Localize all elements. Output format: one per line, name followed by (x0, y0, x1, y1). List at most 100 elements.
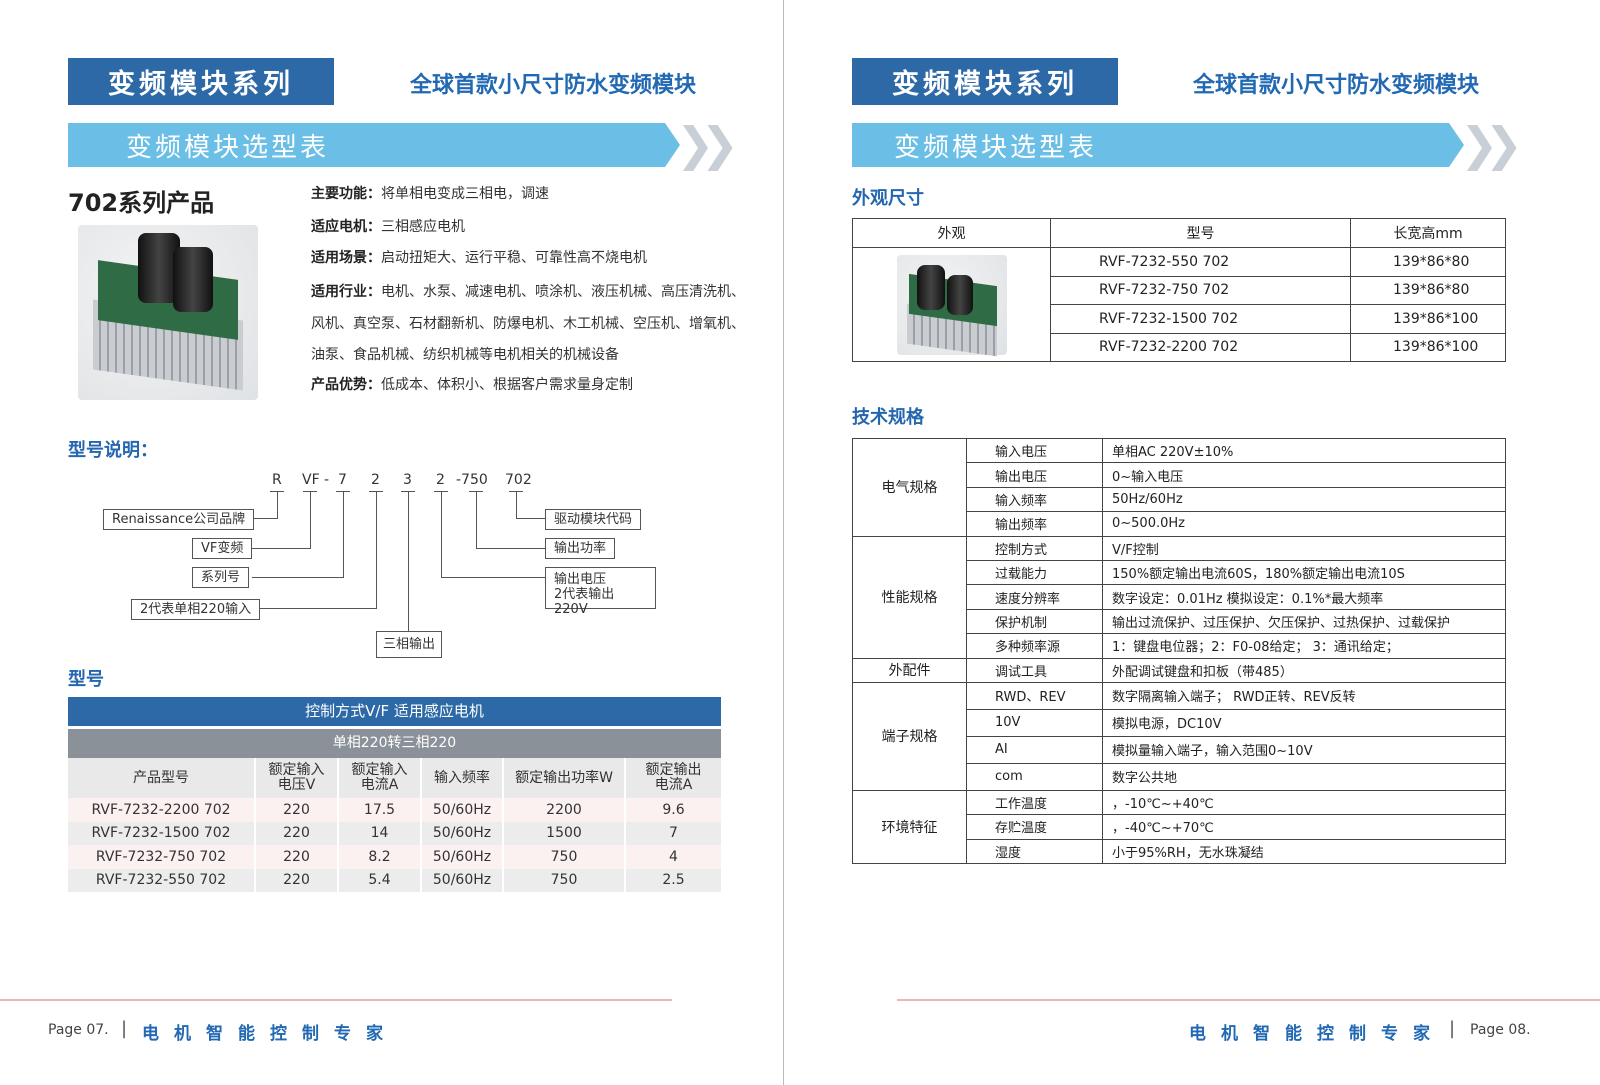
feature-item: 主要功能：将单相电变成三相电，调速 (311, 186, 549, 202)
spec-row: 外配件 调试工具 外配调试键盘和扣板（带485） (852, 657, 1506, 683)
model-table-columns: 产品型号 额定输入 电压V 额定输入 电流A 输入频率 额定输出功率W 额定输出 电流A (68, 758, 721, 798)
table-cell: 14 (338, 821, 422, 845)
column-header: 输入频率 (421, 758, 504, 798)
spec-name: 湿度 (966, 838, 1103, 865)
spec-name: 速度分辨率 (966, 584, 1103, 610)
spec-value: ，-10℃~+40℃ (1102, 789, 1506, 816)
table-cell: 50/60Hz (421, 821, 504, 845)
model-table-subheader: 单相220转三相220 (68, 729, 721, 758)
section-banner: 变频模块选型表 (68, 123, 680, 167)
column-header: 额定输入 电压V (255, 758, 339, 798)
code-label-series: 系列号 (192, 567, 250, 588)
code-char: 3 (403, 472, 412, 488)
spec-group: 外配件 (852, 657, 967, 683)
spec-value: 小于95%RH，无水珠凝结 (1102, 838, 1506, 865)
size-cell: 139*86*80 (1350, 275, 1506, 305)
spec-name: 多种频率源 (966, 633, 1103, 659)
table-cell: 220 (255, 845, 339, 869)
code-label-brand: Renaissance公司品牌 (103, 509, 255, 530)
table-row: RVF-7232-550 702 220 5.4 50/60Hz 750 2.5 (68, 868, 721, 892)
code-char: 2 (371, 472, 380, 488)
table-cell: 17.5 (338, 798, 422, 822)
code-char: VF (302, 472, 320, 488)
table-cell: RVF-7232-1500 702 (68, 821, 256, 845)
spec-row: 性能规格 控制方式 V/F控制 (852, 535, 1506, 659)
spec-name: 过载能力 (966, 559, 1103, 586)
spec-name: 保护机制 (966, 608, 1103, 635)
product-title: 702系列产品 (68, 189, 215, 217)
code-label-vf: VF变频 (192, 538, 253, 559)
footer-separator: | (1449, 1018, 1456, 1039)
model-table: 控制方式V/F 适用感应电机 单相220转三相220 产品型号 额定输入 电压V 额… (68, 697, 721, 892)
spec-group: 环境特征 (852, 789, 967, 865)
spec-name: com (966, 762, 1103, 791)
spec-name: 控制方式 (966, 535, 1103, 561)
spec-title: 技术规格 (852, 407, 924, 428)
spec-value: 输出过流保护、过压保护、欠压保护、过热保护、过载保护 (1102, 608, 1506, 635)
dimensions-title: 外观尺寸 (852, 188, 924, 209)
model-cell: RVF-7232-1500 702 (1050, 304, 1351, 334)
spec-row: 端子规格 RWD、REV 数字隔离输入端子； RWD正转、REV反转 (852, 681, 1506, 791)
table-cell: RVF-7232-550 702 (68, 868, 256, 892)
series-title: 变频模块系列 (68, 58, 334, 105)
spec-table: 电气规格 输入电压 单相AC 220V±10% 输出电压 0~输入电压 输入频率 50Hz/… (852, 437, 1506, 865)
spec-group: 电气规格 (852, 438, 967, 537)
spec-value: 单相AC 220V±10% (1102, 437, 1506, 464)
table-cell: 50/60Hz (421, 868, 504, 892)
column-header: 产品型号 (68, 758, 256, 798)
spec-row: 湿度 小于95%RH，无水珠凝结 (853, 838, 1506, 865)
spec-row: 保护机制 输出过流保护、过压保护、欠压保护、过热保护、过载保护 (853, 608, 1506, 635)
spec-name: 输出电压 (966, 462, 1103, 488)
spec-value: 0~500.0Hz (1102, 511, 1506, 537)
spec-row: 存贮温度 ，-40℃~+70℃ (853, 814, 1506, 840)
slogan: 全球首款小尺寸防水变频模块 (410, 73, 697, 98)
code-char: R (272, 472, 282, 488)
table-cell: 2.5 (662, 872, 685, 889)
footer-line (0, 999, 672, 1001)
table-cell: RVF-7232-750 702 (68, 845, 256, 869)
page-number: Page 07. (48, 1022, 109, 1038)
spec-name: 调试工具 (966, 657, 1103, 683)
feature-item: 适用场景：启动扭矩大、运行平稳、可靠性高不烧电机 (311, 250, 647, 266)
feature-item: 风机、真空泵、石材翻新机、防爆电机、木工机械、空压机、增氧机、 (311, 316, 745, 332)
table-cell: 5.4 (338, 868, 422, 892)
spec-value: 模拟电源，DC10V (1102, 708, 1506, 737)
table-cell: 50/60Hz (421, 845, 504, 869)
table-cell: 4 (669, 848, 678, 865)
column-header: 外观 (852, 218, 1051, 248)
spec-row: AI 模拟量输入端子，输入范围0~10V (853, 735, 1506, 764)
spec-row: 多种频率源 1：键盘电位器；2：F0-08给定； 3：通讯给定； (853, 633, 1506, 659)
column-header: 额定输出 电流A (645, 762, 702, 793)
table-cell: 750 (503, 845, 626, 869)
chevron-right-icon: ❯❯ (1460, 117, 1523, 171)
code-label-voltage: 输出电压 2代表输出220V (545, 567, 656, 617)
spec-group: 端子规格 (852, 681, 967, 791)
spec-value: 150%额定输出电流60S，180%额定输出电流10S (1102, 559, 1506, 586)
size-cell: 139*86*80 (1350, 247, 1506, 277)
feature-item: 适应电机：三相感应电机 (311, 219, 465, 235)
code-label-input: 2代表单相220输入 (131, 599, 261, 620)
size-cell: 139*86*100 (1350, 304, 1506, 334)
spec-row: 环境特征 工作温度 ，-10℃~+40℃ (852, 789, 1506, 865)
slogan: 全球首款小尺寸防水变频模块 (1193, 73, 1480, 98)
code-label-three-phase: 三相输出 (376, 631, 443, 658)
page-number: Page 08. (1470, 1022, 1531, 1038)
spec-row: 电气规格 输入电压 单相AC 220V±10% (852, 437, 1506, 537)
spec-value: 数字隔离输入端子； RWD正转、REV反转 (1102, 681, 1506, 710)
code-label-power: 输出功率 (545, 538, 616, 559)
table-cell: 1500 (503, 821, 626, 845)
spec-name: 10V (966, 708, 1103, 737)
size-cell: 139*86*100 (1350, 332, 1506, 362)
spec-row: 速度分辨率 数字设定：0.01Hz 模拟设定：0.1%*最大频率 (853, 584, 1506, 610)
feature-item: 油泵、食品机械、纺织机械等电机相关的机械设备 (311, 347, 619, 363)
spec-name: 输出频率 (966, 511, 1103, 537)
model-explain-title: 型号说明： (68, 440, 158, 461)
spec-name: AI (966, 735, 1103, 764)
column-header: 长宽高mm (1350, 218, 1506, 248)
spec-value: V/F控制 (1102, 535, 1506, 561)
footer-slogan: 电机智能控制专家 (1189, 1024, 1445, 1044)
dimensions-table: 外观 型号 长宽高mm RVF-7232-550 702 139*86*80 R… (852, 218, 1506, 362)
page-divider (783, 0, 784, 1085)
model-cell: RVF-7232-750 702 (1050, 275, 1351, 305)
table-cell: 8.2 (338, 845, 422, 869)
